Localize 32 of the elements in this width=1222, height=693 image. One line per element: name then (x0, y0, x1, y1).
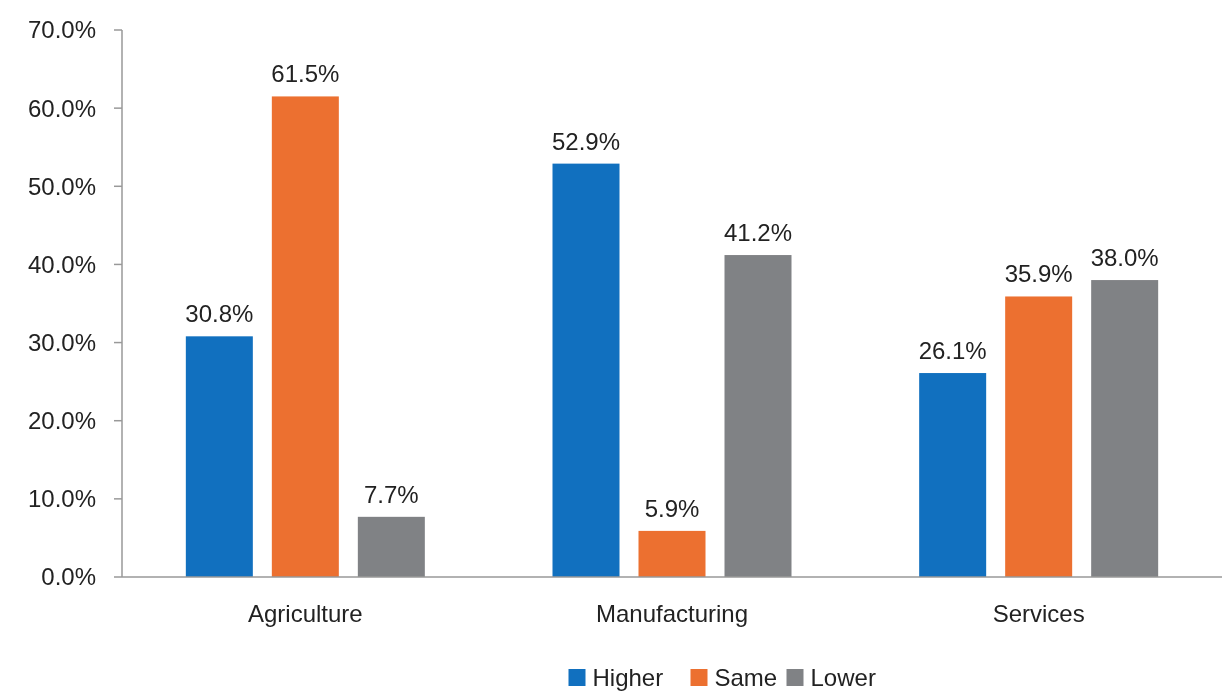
bar (552, 163, 620, 577)
legend-label: Lower (810, 664, 876, 692)
x-tick-label: Agriculture (247, 600, 363, 627)
data-label: 52.9% (551, 127, 621, 155)
legend-label: Higher (592, 664, 664, 692)
data-label: 5.9% (644, 494, 700, 522)
y-tick-label: 30.0% (27, 328, 96, 356)
bar (185, 336, 253, 577)
y-tick-label: 40.0% (27, 250, 96, 278)
data-label: 7.7% (363, 480, 419, 508)
data-label: 35.9% (1004, 260, 1073, 288)
bar (1005, 296, 1073, 577)
bar (271, 96, 339, 577)
bar (638, 530, 706, 577)
bar (1091, 280, 1159, 577)
data-label: 30.8% (185, 300, 254, 328)
y-tick-label: 10.0% (27, 485, 96, 513)
bar (357, 516, 425, 577)
y-tick-label: 50.0% (27, 172, 96, 200)
legend-label: Same (714, 664, 778, 692)
data-label: 41.2% (723, 219, 793, 247)
bar (919, 373, 987, 577)
data-label: 38.0% (1090, 244, 1159, 272)
y-tick-label: 70.0% (27, 16, 96, 44)
data-label: 61.5% (271, 60, 340, 88)
x-tick-label: Services (992, 600, 1085, 627)
y-tick-label: 0.0% (41, 563, 96, 591)
bar (724, 255, 792, 577)
y-tick-label: 20.0% (27, 407, 96, 435)
y-tick-label: 60.0% (27, 94, 96, 122)
x-tick-label: Manufacturing (595, 600, 749, 627)
data-label: 26.1% (918, 337, 987, 365)
